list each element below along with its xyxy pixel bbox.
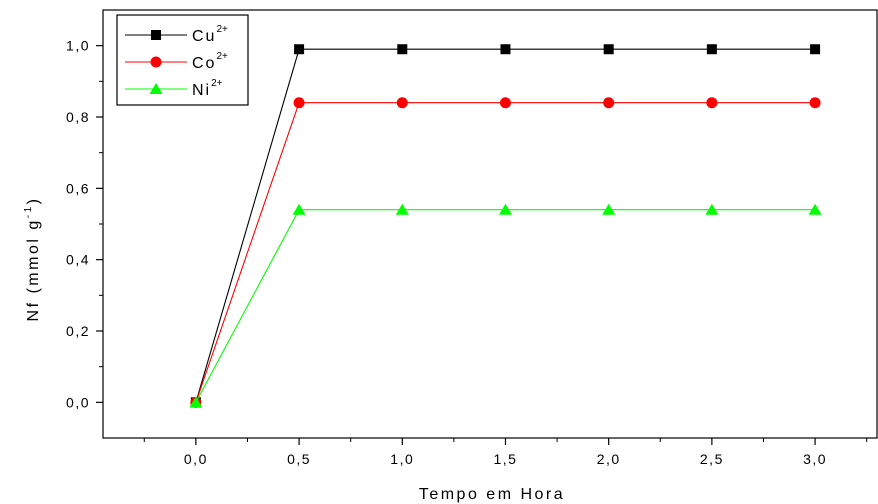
y-axis-title-sup: -1 — [23, 204, 34, 218]
legend-marker-co — [150, 56, 162, 68]
y-tick-label: 0,6 — [66, 180, 90, 196]
series-line-co — [195, 102, 816, 403]
legend-label-co: Co2+ — [192, 51, 228, 72]
legend-label-ni: Ni2+ — [192, 78, 223, 99]
legend-label-name: Cu — [192, 28, 216, 45]
x-tick-label: 0,0 — [184, 451, 208, 467]
y-axis-title-end: ) — [25, 197, 42, 205]
data-point-cu — [706, 44, 717, 55]
data-point-cu — [397, 44, 408, 55]
legend-label-name: Co — [192, 55, 216, 72]
data-point-co — [603, 97, 615, 109]
data-point-cu — [810, 44, 821, 55]
legend-marker-ni — [149, 83, 163, 94]
y-tick-label: 0,8 — [66, 109, 90, 125]
data-point-ni — [292, 203, 306, 215]
data-point-cu — [500, 44, 511, 55]
series-line-ni — [195, 209, 816, 403]
series-layer — [189, 44, 822, 408]
data-point-co — [706, 97, 718, 109]
y-tick-label: 0,4 — [66, 252, 90, 268]
series-ni — [189, 203, 822, 408]
data-point-cu — [603, 44, 614, 55]
data-point-ni — [189, 396, 203, 408]
y-axis-title: Nf (mmol g-1) — [23, 197, 42, 322]
y-tick-label: 0,0 — [66, 394, 90, 410]
data-point-ni — [808, 203, 822, 215]
x-tick-label: 1,0 — [390, 451, 414, 467]
x-tick-label: 0,5 — [287, 451, 311, 467]
legend-marker-cu — [151, 30, 161, 40]
y-axis: 0,0 0,2 0,4 0,6 0,8 1,0 — [66, 38, 103, 410]
x-axis: 0,0 0,5 1,0 1,5 2,0 2,5 3,0 — [143, 438, 868, 467]
y-tick-label: 1,0 — [66, 38, 90, 54]
data-point-co — [293, 97, 305, 109]
legend-item-co: Co2+ — [125, 51, 228, 72]
legend-label-charge: 2+ — [211, 78, 223, 89]
legend-label-charge: 2+ — [216, 51, 228, 62]
legend-item-cu: Cu2+ — [125, 24, 228, 45]
x-tick-label: 1,5 — [493, 451, 517, 467]
data-point-cu — [294, 44, 305, 55]
x-tick-label: 2,0 — [597, 451, 621, 467]
x-tick-label: 2,5 — [700, 451, 724, 467]
y-axis-title-main: Nf (mmol g — [25, 218, 42, 321]
data-point-co — [809, 97, 821, 109]
data-point-co — [499, 97, 511, 109]
data-point-ni — [498, 203, 512, 215]
data-point-ni — [705, 203, 719, 215]
legend-box — [116, 14, 249, 106]
legend-item-ni: Ni2+ — [125, 78, 223, 99]
data-point-ni — [395, 203, 409, 215]
legend-label-name: Ni — [192, 82, 211, 99]
y-tick-label: 0,2 — [66, 323, 90, 339]
data-point-ni — [602, 203, 616, 215]
x-tick-label: 3,0 — [803, 451, 827, 467]
legend: Cu2+Co2+Ni2+ — [116, 14, 249, 106]
legend-label-charge: 2+ — [216, 24, 228, 35]
series-co — [190, 97, 821, 408]
legend-label-cu: Cu2+ — [192, 24, 228, 45]
x-axis-title: Tempo em Hora — [419, 486, 565, 503]
data-point-co — [396, 97, 408, 109]
